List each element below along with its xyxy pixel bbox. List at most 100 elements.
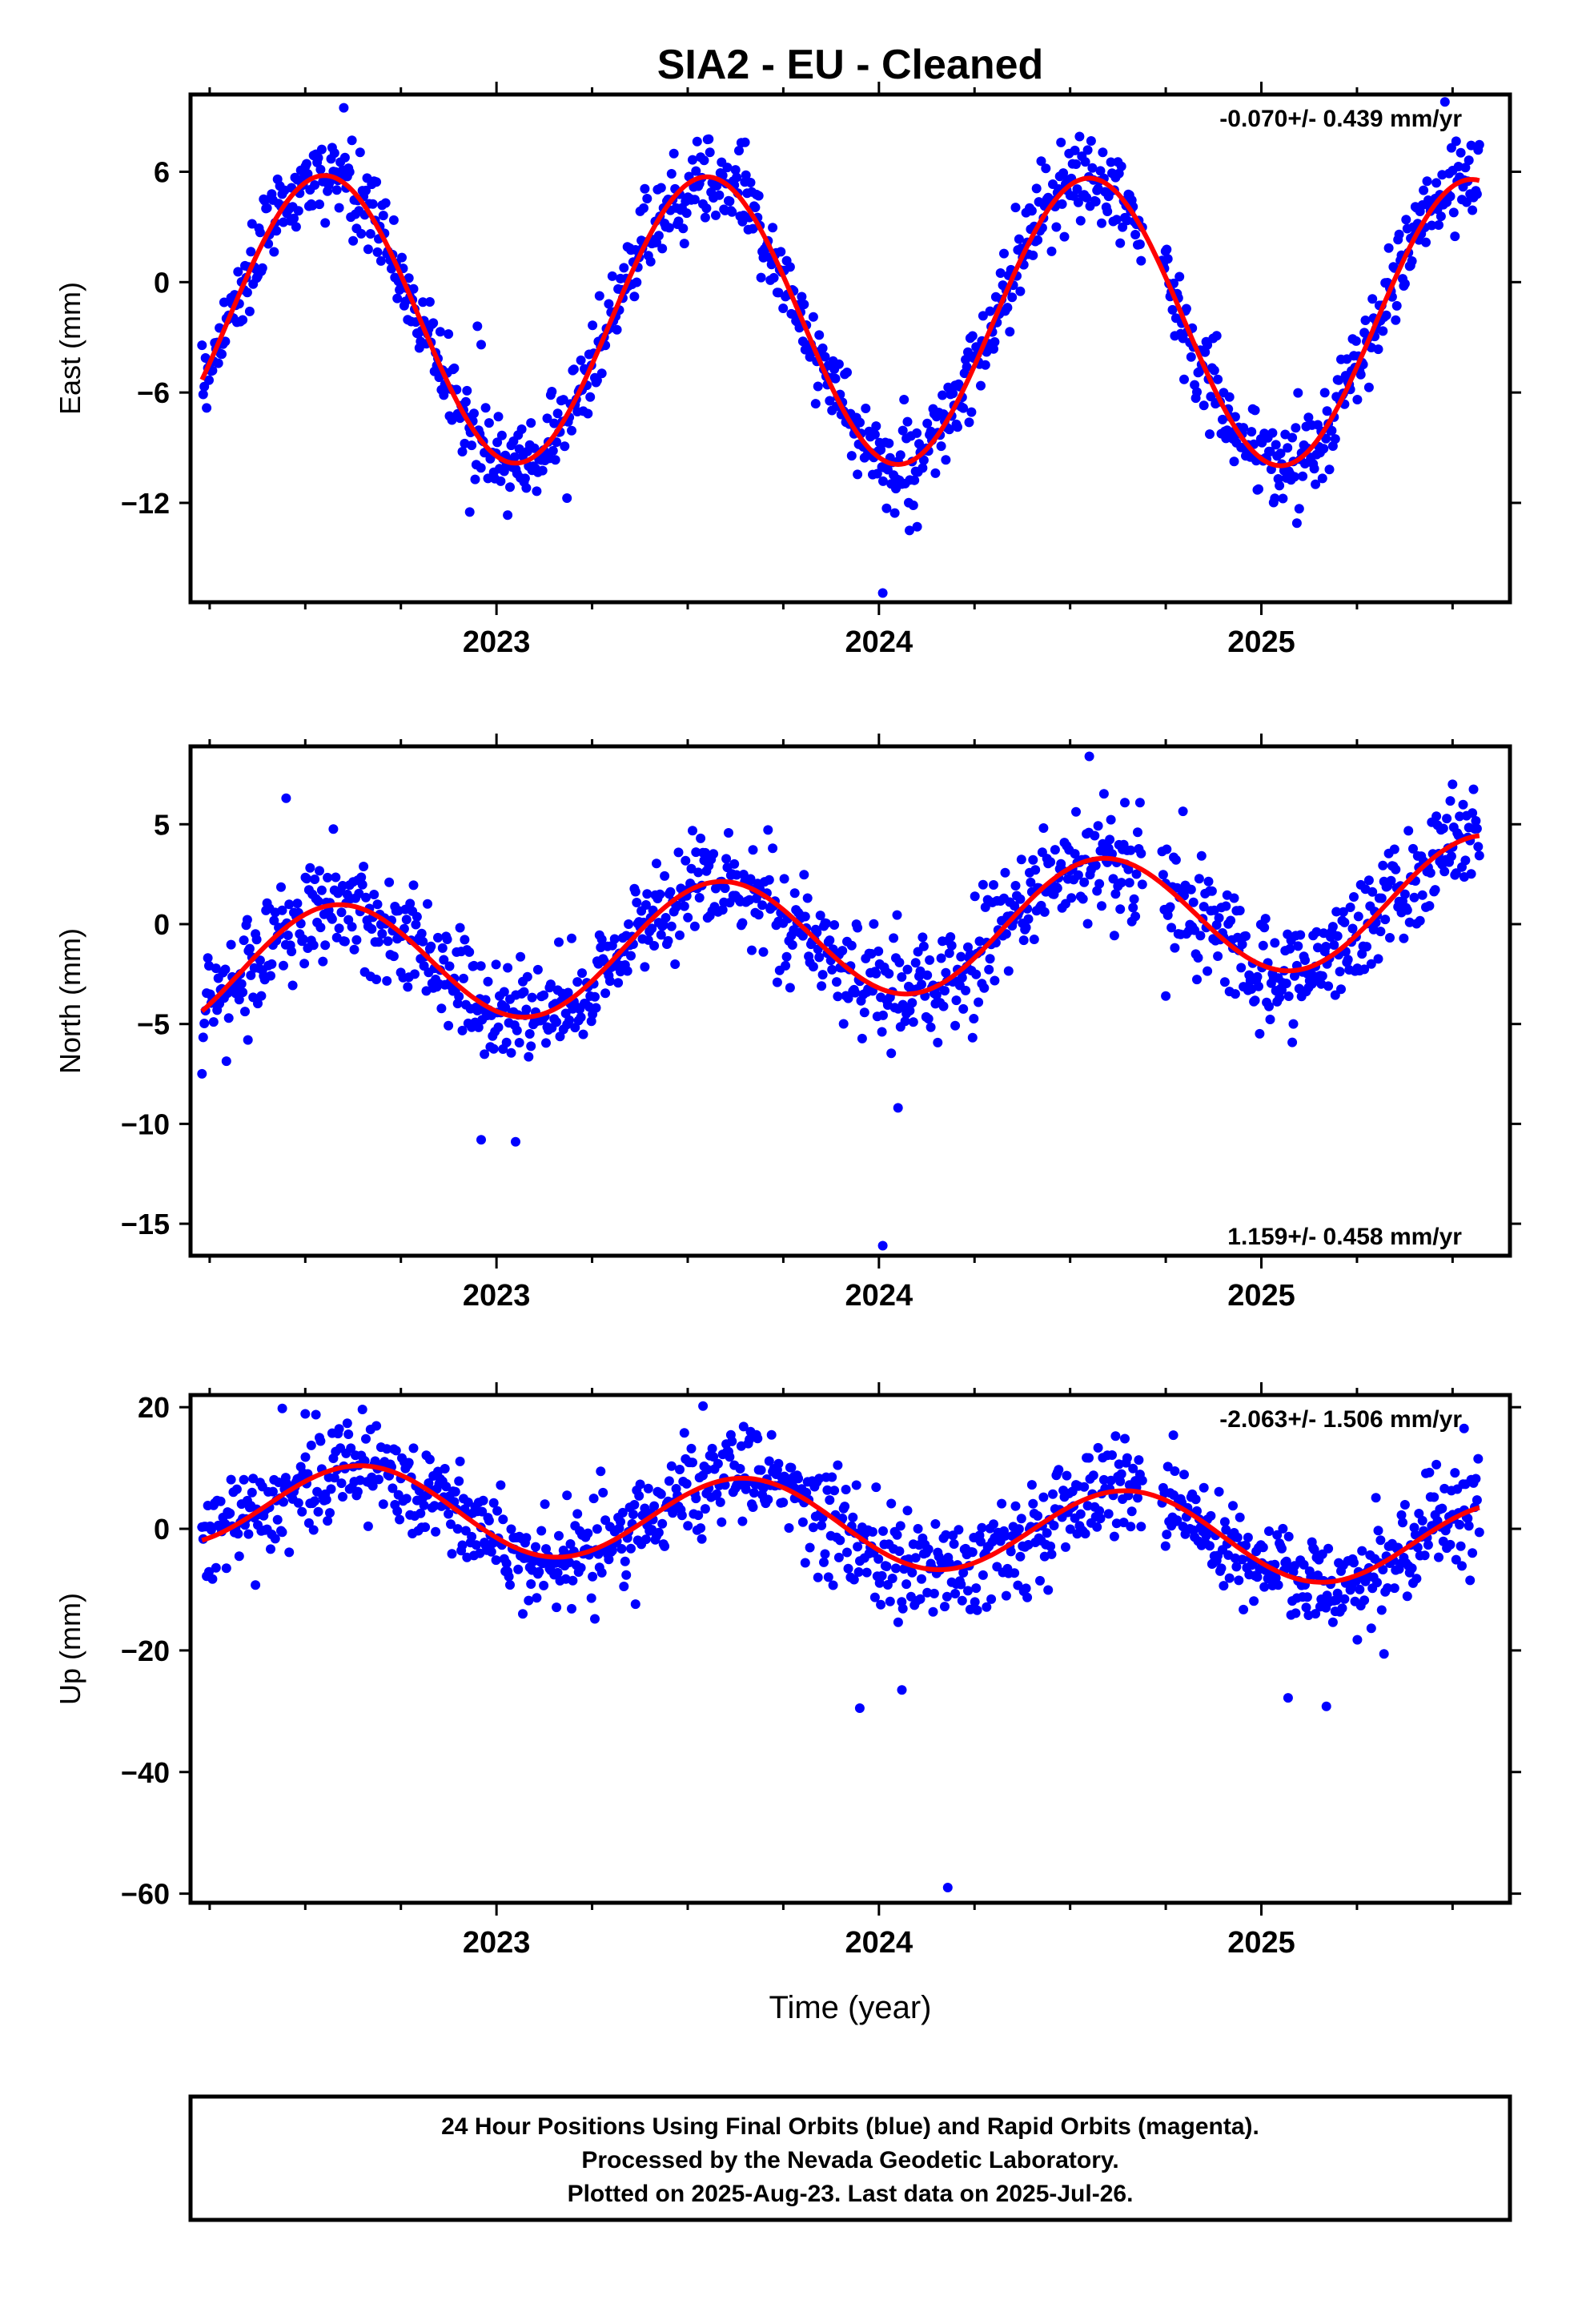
up-data-point — [576, 1562, 586, 1573]
east-data-point — [785, 262, 795, 272]
east-data-point — [1422, 176, 1432, 187]
north-data-point — [1375, 927, 1386, 937]
east-data-point — [1014, 234, 1024, 244]
up-data-point — [1015, 1551, 1026, 1562]
east-data-point — [741, 170, 751, 180]
up-data-point — [297, 1506, 307, 1517]
north-data-point — [198, 1032, 208, 1043]
east-data-point — [520, 473, 530, 484]
up-data-point — [526, 1579, 536, 1589]
east-data-point — [547, 387, 557, 396]
up-data-point — [532, 1593, 542, 1603]
east-data-point — [505, 482, 515, 493]
north-data-point — [267, 959, 277, 969]
up-data-point — [1042, 1528, 1052, 1538]
east-data-point — [585, 392, 596, 402]
north-data-point — [1439, 866, 1450, 877]
east-data-point — [1322, 406, 1332, 416]
up-data-point — [486, 1546, 496, 1557]
north-data-point — [1329, 940, 1339, 950]
up-data-point — [735, 1464, 745, 1474]
up-data-point — [1110, 1431, 1121, 1441]
east-data-point — [1461, 197, 1472, 207]
east-data-point — [967, 331, 978, 341]
up-data-point — [1115, 1476, 1126, 1486]
east-data-point — [242, 287, 252, 298]
east-outlier-point — [464, 507, 475, 517]
north-data-point — [958, 1003, 969, 1014]
north-data-point — [1424, 901, 1435, 911]
up-data-point — [568, 1575, 578, 1586]
east-data-point — [1275, 480, 1285, 491]
north-data-point — [493, 1022, 504, 1032]
up-data-point — [552, 1602, 562, 1613]
north-data-point — [1366, 959, 1376, 969]
east-data-point — [1298, 471, 1308, 481]
up-data-point — [707, 1443, 717, 1454]
east-data-point — [604, 299, 614, 309]
north-data-point — [729, 858, 740, 869]
north-data-point — [512, 1025, 522, 1035]
north-data-point — [541, 1038, 551, 1048]
north-data-point — [1073, 870, 1083, 880]
north-data-point — [1460, 855, 1471, 866]
east-data-point — [664, 223, 674, 233]
up-data-point — [207, 1574, 218, 1584]
up-data-point — [604, 1554, 614, 1565]
north-data-point — [724, 828, 733, 838]
up-data-point — [1389, 1583, 1399, 1594]
up-data-point — [211, 1562, 221, 1573]
north-data-point — [1137, 879, 1147, 890]
north-data-point — [1221, 901, 1231, 911]
north-data-point — [302, 874, 311, 884]
north-data-point — [1128, 903, 1138, 913]
north-data-point — [892, 910, 902, 920]
east-data-point — [467, 440, 477, 451]
north-data-point — [693, 867, 704, 878]
north-data-point — [989, 880, 998, 890]
north-data-point — [961, 985, 971, 995]
east-data-point — [1275, 448, 1286, 459]
up-data-point — [697, 1534, 707, 1544]
north-data-point — [857, 1033, 867, 1043]
north-data-point — [797, 931, 808, 941]
up-data-point — [540, 1499, 550, 1510]
up-data-point — [1172, 1515, 1182, 1526]
up-outlier-point — [277, 1403, 287, 1413]
up-outlier-point — [1168, 1430, 1178, 1441]
north-data-point — [1130, 911, 1141, 922]
north-data-point — [1343, 955, 1353, 965]
north-data-point — [539, 990, 549, 1000]
north-data-point — [600, 988, 611, 999]
east-data-point — [679, 239, 689, 249]
panel-up: 2023 2024 2025 20 0 −20 −40 −60 Up (mm) -2.063+… — [54, 1382, 1521, 1960]
up-data-point — [501, 1558, 512, 1569]
up-data-point — [1133, 1493, 1142, 1503]
north-data-point — [1115, 904, 1126, 915]
north-data-point — [501, 1037, 512, 1047]
east-data-point — [363, 244, 373, 255]
east-data-point — [1311, 479, 1321, 489]
east-data-point — [1283, 443, 1293, 453]
up-outlier-point — [854, 1703, 865, 1713]
up-data-point — [408, 1443, 419, 1454]
north-data-point — [1071, 806, 1081, 817]
north-data-point — [884, 968, 894, 979]
up-data-point — [1219, 1581, 1229, 1591]
east-data-point — [1178, 333, 1188, 344]
up-data-point — [1122, 1453, 1132, 1463]
east-data-point — [247, 219, 257, 229]
north-outlier-point — [1161, 991, 1171, 1001]
up-data-point — [1357, 1546, 1367, 1556]
north-data-point — [480, 1049, 490, 1059]
up-data-point — [1043, 1585, 1054, 1595]
up-data-point — [797, 1517, 808, 1527]
north-data-point — [850, 987, 861, 998]
north-data-point — [915, 966, 926, 976]
up-data-point — [204, 1566, 214, 1577]
north-data-point — [256, 991, 267, 1001]
north-x-tick-label: 2025 — [1227, 1279, 1295, 1313]
north-data-point — [800, 911, 810, 922]
up-data-point — [878, 1526, 888, 1536]
north-velocity-label: 1.159+/- 0.458 mm/yr — [1227, 1224, 1462, 1250]
